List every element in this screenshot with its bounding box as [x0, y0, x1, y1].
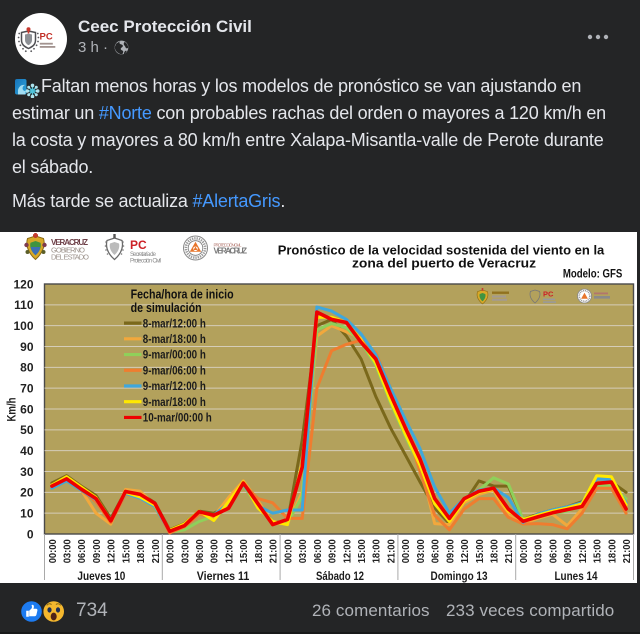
svg-text:PC: PC [130, 238, 147, 252]
svg-text:Sábado 12: Sábado 12 [316, 569, 364, 583]
svg-text:00:00: 00:00 [47, 539, 59, 563]
svg-text:18:00: 18:00 [135, 539, 147, 563]
svg-text:70: 70 [20, 382, 34, 396]
svg-text:Modelo: GFS: Modelo: GFS [563, 267, 622, 281]
svg-text:18:00: 18:00 [253, 539, 265, 563]
svg-text:00:00: 00:00 [518, 539, 530, 563]
svg-text:20: 20 [20, 486, 34, 500]
svg-text:12:00: 12:00 [224, 539, 236, 563]
svg-text:03:00: 03:00 [297, 539, 309, 563]
svg-text:18:00: 18:00 [489, 539, 501, 563]
svg-text:Km/h: Km/h [5, 398, 19, 422]
svg-text:21:00: 21:00 [150, 539, 162, 563]
svg-text:40: 40 [20, 444, 34, 458]
svg-text:Secretaría de: Secretaría de [130, 252, 157, 258]
svg-text:PC: PC [543, 290, 554, 299]
svg-text:03:00: 03:00 [179, 539, 191, 563]
svg-text:15:00: 15:00 [592, 539, 604, 563]
svg-text:06:00: 06:00 [76, 539, 88, 563]
svg-text:12:00: 12:00 [106, 539, 118, 563]
svg-text:PC: PC [40, 32, 53, 43]
svg-text:09:00: 09:00 [91, 539, 103, 563]
svg-text:PROTECCIÓN CIVIL: PROTECCIÓN CIVIL [214, 242, 242, 248]
svg-text:15:00: 15:00 [238, 539, 250, 563]
svg-text:90: 90 [20, 340, 34, 354]
svg-text:0: 0 [27, 527, 34, 541]
svg-text:Pronóstico de la velocidad sos: Pronóstico de la velocidad sostenida del… [278, 242, 605, 257]
svg-text:120: 120 [13, 277, 33, 291]
svg-text:9-mar/12:00 h: 9-mar/12:00 h [143, 379, 206, 393]
svg-text:de simulación: de simulación [131, 301, 202, 315]
svg-text:GOBIERNO: GOBIERNO [51, 246, 85, 255]
svg-text:00:00: 00:00 [282, 539, 294, 563]
svg-text:06:00: 06:00 [312, 539, 324, 563]
svg-text:9-mar/18:00 h: 9-mar/18:00 h [143, 395, 206, 409]
svg-text:00:00: 00:00 [400, 539, 412, 563]
svg-text:15:00: 15:00 [120, 539, 132, 563]
svg-text:110: 110 [14, 298, 34, 312]
svg-text:09:00: 09:00 [327, 539, 339, 563]
svg-text:Fecha/hora de inicio: Fecha/hora de inicio [131, 287, 234, 301]
svg-text:06:00: 06:00 [194, 539, 206, 563]
svg-text:12:00: 12:00 [341, 539, 353, 563]
svg-text:8-mar/12:00 h: 8-mar/12:00 h [143, 316, 206, 330]
svg-text:03:00: 03:00 [533, 539, 545, 563]
svg-text:03:00: 03:00 [415, 539, 427, 563]
svg-text:21:00: 21:00 [621, 539, 633, 563]
svg-text:Domingo 13: Domingo 13 [431, 569, 488, 583]
svg-text:Lunes 14: Lunes 14 [555, 569, 598, 583]
svg-text:VERACRUZ: VERACRUZ [51, 238, 88, 247]
svg-text:60: 60 [20, 402, 34, 416]
svg-text:09:00: 09:00 [562, 539, 574, 563]
svg-text:VERACRUZ: VERACRUZ [214, 247, 248, 256]
svg-text:8-mar/18:00 h: 8-mar/18:00 h [143, 332, 206, 346]
svg-text:80: 80 [20, 361, 34, 375]
svg-text:30: 30 [20, 465, 34, 479]
svg-text:09:00: 09:00 [444, 539, 456, 563]
svg-text:50: 50 [20, 423, 34, 437]
svg-text:Jueves 10: Jueves 10 [77, 569, 125, 583]
svg-text:DEL ESTADO: DEL ESTADO [51, 253, 89, 262]
svg-text:21:00: 21:00 [268, 539, 280, 563]
svg-text:9-mar/06:00 h: 9-mar/06:00 h [143, 363, 206, 377]
svg-text:9-mar/00:00 h: 9-mar/00:00 h [143, 348, 206, 362]
svg-text:12:00: 12:00 [577, 539, 589, 563]
svg-text:Viernes 11: Viernes 11 [197, 569, 250, 583]
svg-text:18:00: 18:00 [371, 539, 383, 563]
svg-text:100: 100 [13, 319, 33, 333]
svg-text:03:00: 03:00 [62, 539, 74, 563]
svg-text:21:00: 21:00 [503, 539, 515, 563]
svg-text:12:00: 12:00 [459, 539, 471, 563]
svg-text:15:00: 15:00 [474, 539, 486, 563]
svg-text:21:00: 21:00 [385, 539, 397, 563]
svg-text:06:00: 06:00 [547, 539, 559, 563]
svg-text:10-mar/00:00 h: 10-mar/00:00 h [143, 411, 212, 425]
svg-text:10: 10 [20, 507, 34, 521]
svg-text:18:00: 18:00 [606, 539, 618, 563]
svg-text:15:00: 15:00 [356, 539, 368, 563]
svg-text:Protección Civil: Protección Civil [130, 259, 161, 265]
svg-text:00:00: 00:00 [165, 539, 177, 563]
svg-text:zona del puerto de Veracruz: zona del puerto de Veracruz [352, 256, 537, 271]
svg-text:06:00: 06:00 [430, 539, 442, 563]
svg-text:09:00: 09:00 [209, 539, 221, 563]
